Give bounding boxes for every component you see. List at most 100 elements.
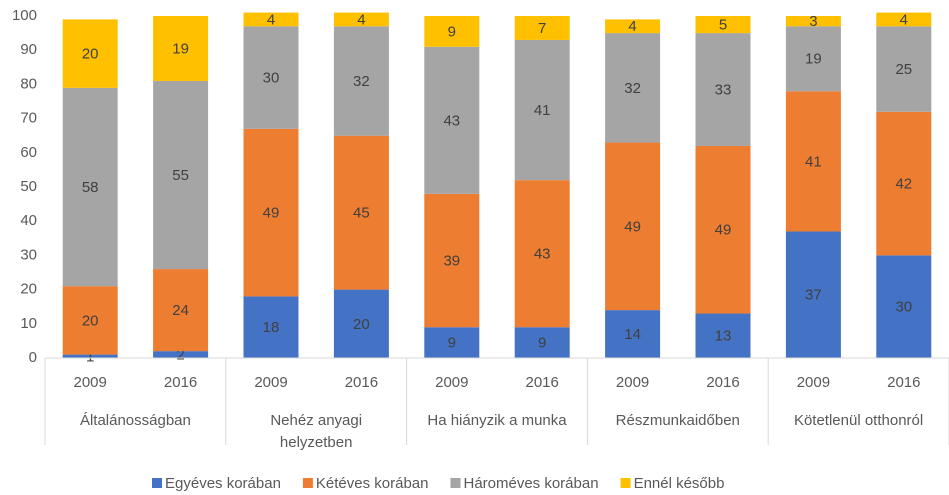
bar-segment (243, 296, 299, 358)
data-label: 9 (448, 335, 456, 352)
data-label: 45 (353, 205, 370, 222)
bar-segment (695, 313, 751, 358)
data-label: 18 (263, 319, 280, 336)
x-tick-label: 2009 (74, 374, 107, 391)
bar-segment (424, 327, 480, 358)
data-label: 32 (353, 73, 370, 90)
legend-label: Kétéves korában (316, 475, 429, 492)
bar-segment (243, 12, 299, 27)
bar-segment (514, 327, 570, 358)
bar-segment (153, 269, 209, 352)
bar-segment (695, 16, 751, 34)
bar-segment (62, 87, 118, 287)
bar-segment (876, 12, 932, 27)
bar-segment (605, 310, 661, 358)
data-label: 3 (809, 13, 817, 30)
data-label: 1 (86, 348, 94, 365)
group-label: Nehéz anyagi helyzetben (270, 412, 363, 451)
legend-label: Ennél később (634, 475, 725, 492)
data-label: 7 (538, 20, 546, 37)
data-label: 32 (624, 80, 641, 97)
data-label: 58 (82, 179, 99, 196)
data-label: 9 (538, 335, 546, 352)
x-tick-label: 2016 (887, 374, 920, 391)
data-label: 43 (443, 112, 460, 129)
y-tick-label: 20 (20, 281, 37, 298)
bar-segment (605, 142, 661, 311)
data-label: 49 (715, 222, 732, 239)
x-tick-label: 2016 (345, 374, 378, 391)
y-tick-label: 30 (20, 246, 37, 263)
y-tick-label: 10 (20, 315, 37, 332)
group-label: Általánosságban (79, 412, 191, 429)
data-label: 39 (443, 252, 460, 269)
y-tick-label: 90 (20, 41, 37, 58)
legend-swatch (152, 478, 162, 488)
data-label: 19 (172, 40, 189, 57)
data-label: 4 (900, 11, 908, 28)
data-label: 2 (176, 347, 184, 364)
data-label: 25 (895, 61, 912, 78)
legend-swatch (450, 478, 461, 488)
bar-segment (514, 39, 570, 181)
bar-segment (153, 16, 209, 81)
bar-segment (695, 33, 751, 146)
data-label: 9 (448, 23, 456, 40)
bar-segment (605, 19, 661, 34)
group-label: Ha hiányzik a munka (427, 412, 567, 429)
bar-segment (333, 26, 389, 136)
data-label: 13 (715, 328, 732, 345)
legend-label: Egyéves korában (165, 475, 281, 492)
x-tick-label: 2009 (254, 374, 287, 391)
data-label: 5 (719, 17, 727, 34)
data-label: 4 (357, 11, 365, 28)
y-tick-label: 50 (20, 178, 37, 195)
bar-segment (62, 19, 118, 88)
data-label: 20 (82, 46, 99, 63)
bar-segment (424, 46, 480, 194)
bar-segment (514, 16, 570, 40)
bar-segment (605, 33, 661, 143)
x-tick-label: 2016 (164, 374, 197, 391)
bar-segment (514, 180, 570, 328)
legend-swatch (302, 478, 313, 488)
group-label: Részmunkaidőben (615, 412, 740, 429)
data-label: 33 (715, 81, 732, 98)
bar-segment (62, 354, 118, 358)
data-label: 4 (267, 11, 275, 28)
data-label: 41 (534, 102, 551, 119)
y-tick-label: 0 (29, 349, 37, 366)
y-tick-label: 70 (20, 110, 37, 127)
data-label: 20 (82, 312, 99, 329)
bar-segment (424, 16, 480, 47)
bar-segment (333, 12, 389, 27)
bar-segment (153, 80, 209, 270)
bar-segment (876, 26, 932, 112)
data-label: 30 (895, 299, 912, 316)
data-label: 4 (628, 18, 636, 35)
data-label: 37 (805, 287, 822, 304)
x-tick-label: 2009 (435, 374, 468, 391)
bar-segment (876, 111, 932, 256)
data-label: 19 (805, 51, 822, 68)
bar-segment (876, 255, 932, 358)
data-label: 55 (172, 167, 189, 184)
bar-segment (333, 135, 389, 290)
data-label: 42 (895, 176, 912, 193)
y-tick-label: 100 (12, 7, 37, 24)
data-label: 43 (534, 246, 551, 263)
bar-segment (153, 351, 209, 358)
data-label: 41 (805, 153, 822, 170)
x-tick-label: 2009 (797, 374, 830, 391)
bar-segment (243, 128, 299, 297)
bar-segment (785, 16, 841, 27)
bar-segment (785, 231, 841, 358)
legend-label: Hároméves korában (463, 475, 598, 492)
bar-segment (695, 145, 751, 314)
x-tick-label: 2009 (616, 374, 649, 391)
data-label: 49 (263, 205, 280, 222)
group-label: Kötetlenül otthonról (793, 412, 924, 429)
bar-segment (333, 289, 389, 358)
